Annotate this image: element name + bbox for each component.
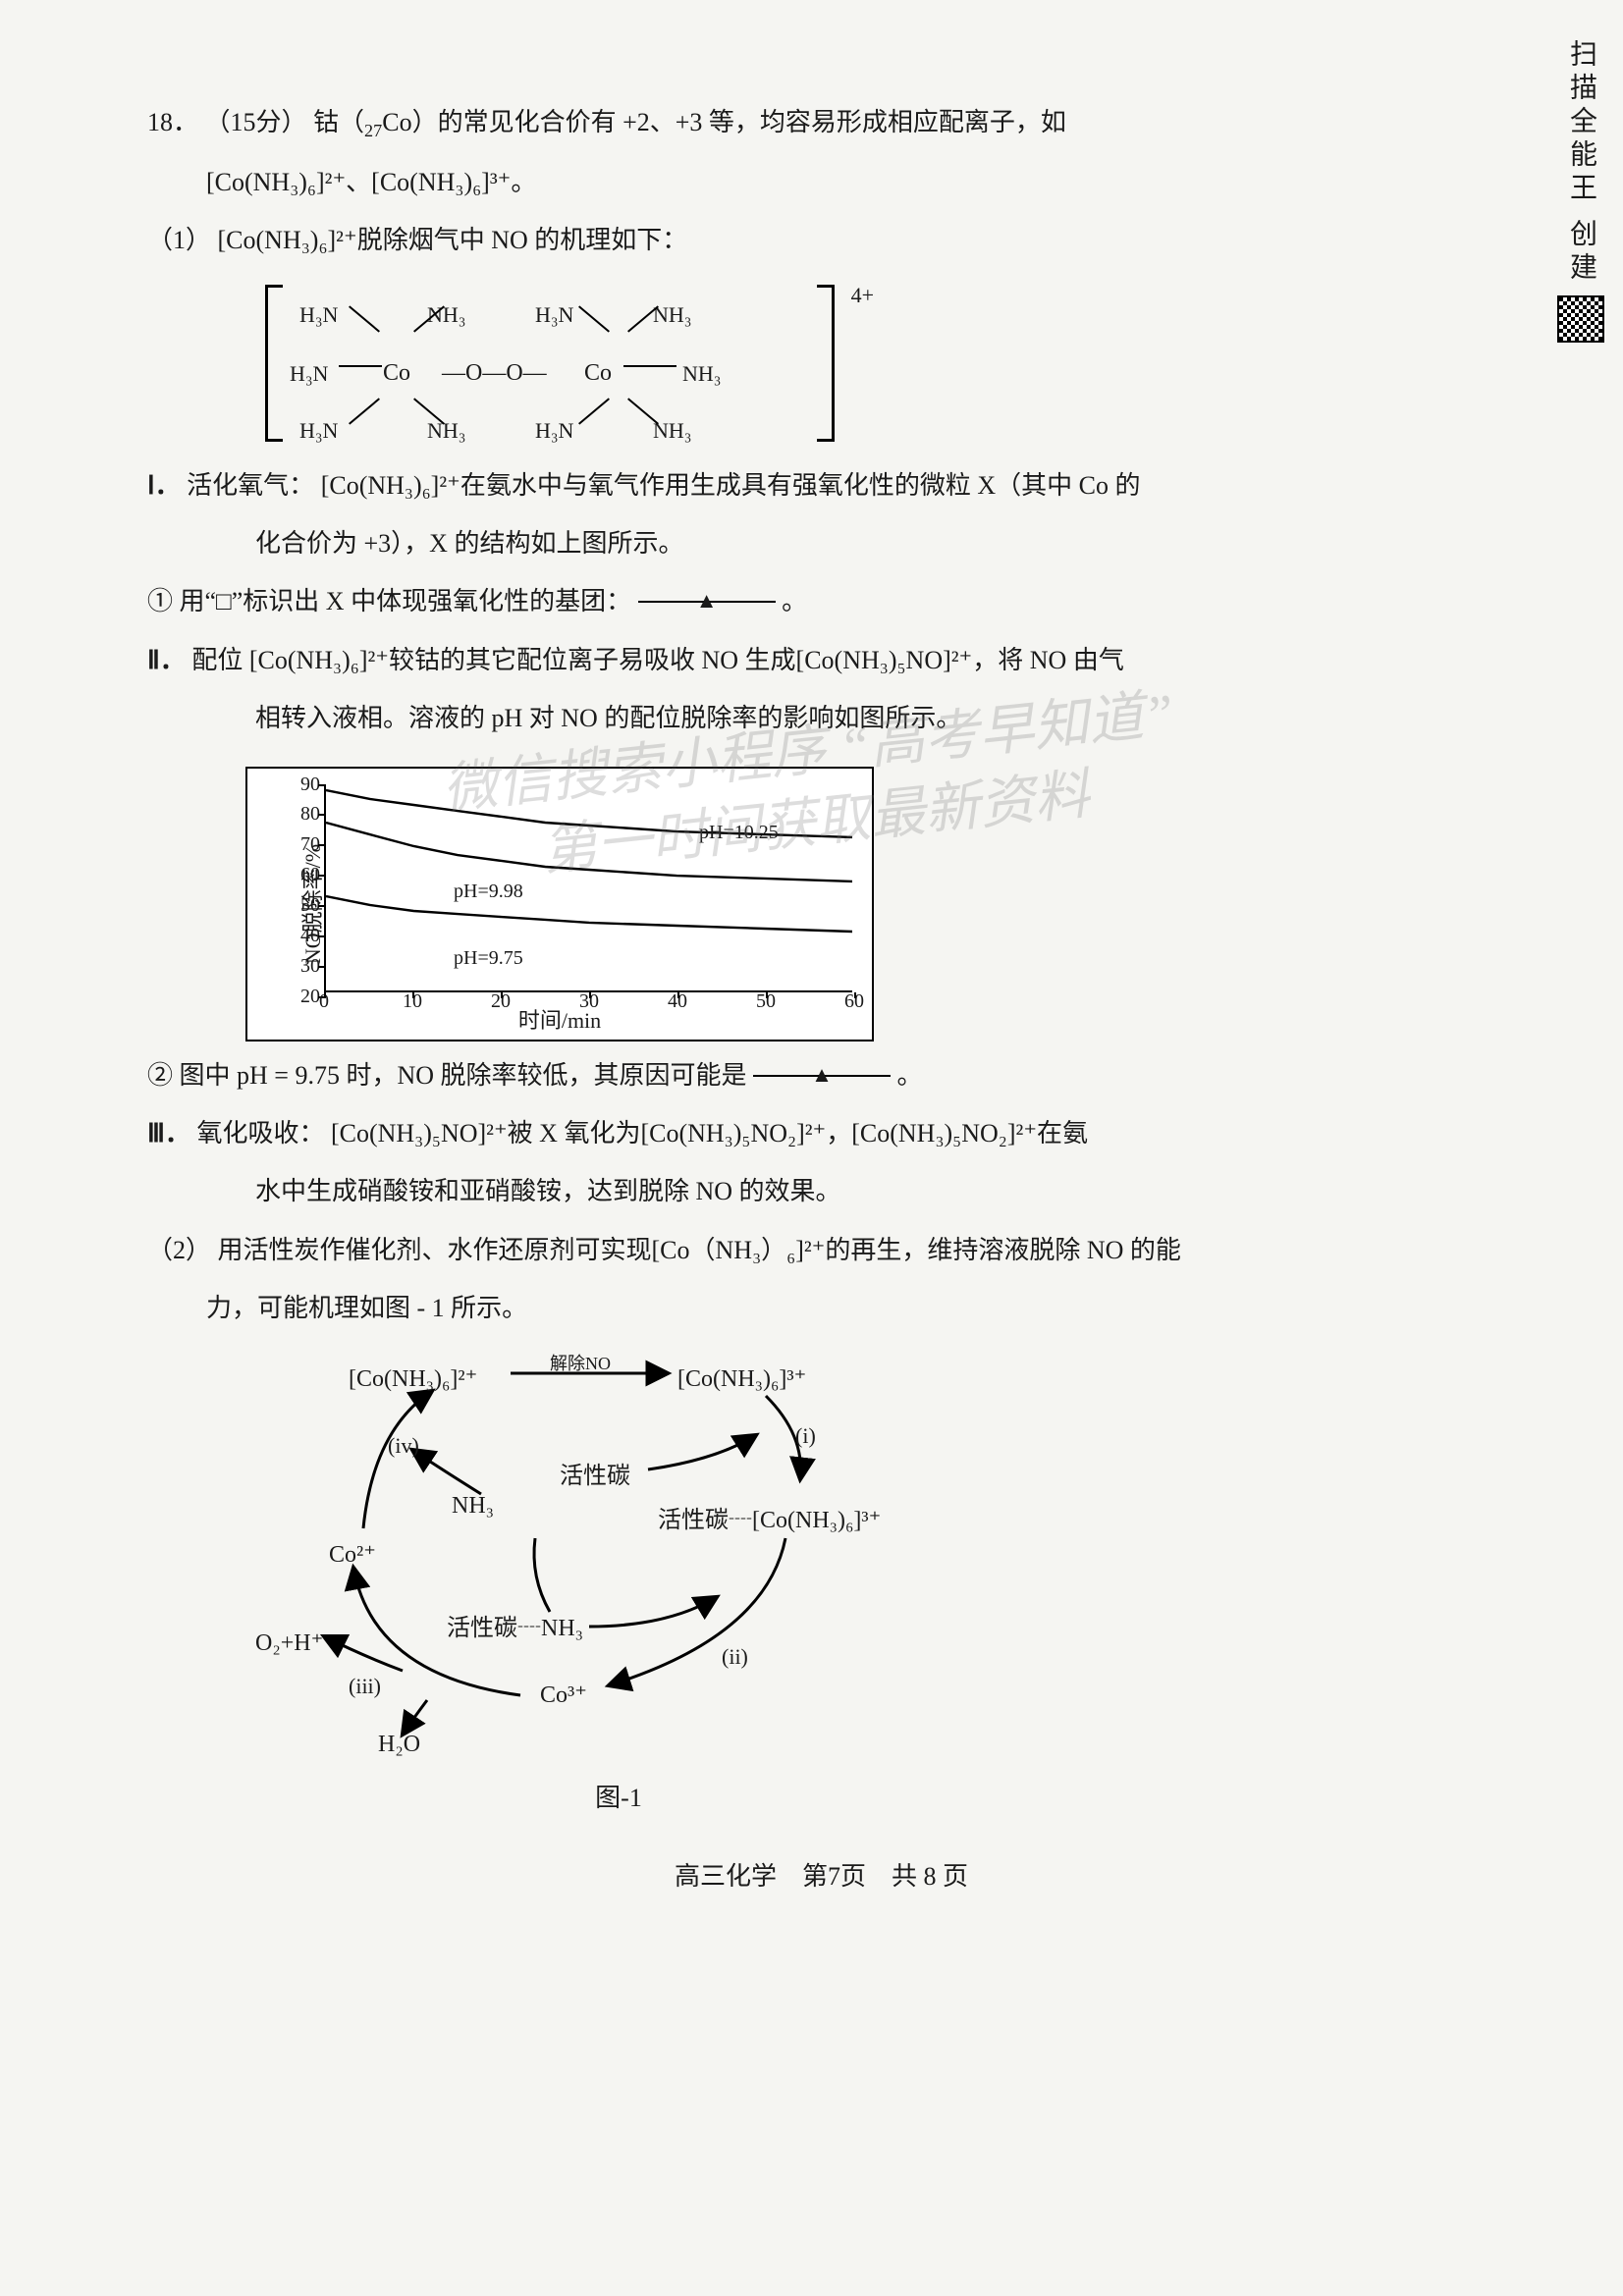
no-removal-chart: NO脱除率/% 时间/min pH=10.25pH=9.98pH=9.75 20… bbox=[245, 767, 874, 1041]
I-title: 活化氧气： bbox=[187, 471, 314, 500]
cycle-node-Cleft: 活性碳 bbox=[560, 1455, 630, 1500]
question-head: 18． （15分） 钴（27Co）的常见化合价有 +2、+3 等，均容易形成相应… bbox=[147, 98, 1495, 148]
xtick: 40 bbox=[668, 983, 687, 1020]
ligand: H₃N bbox=[290, 353, 328, 395]
p1-text: [Co(NH₃)₆]²⁺脱除烟气中 NO 的机理如下： bbox=[218, 226, 688, 254]
p1-label: （1） bbox=[147, 226, 211, 254]
series-label: pH=9.75 bbox=[454, 939, 523, 977]
roman-II: Ⅱ． bbox=[147, 646, 186, 674]
question-number: 18． bbox=[147, 108, 198, 136]
roman-I: Ⅰ． bbox=[147, 471, 181, 500]
answer-blank[interactable]: ▲ bbox=[753, 1051, 891, 1077]
xtick: 0 bbox=[319, 983, 329, 1020]
roman-III: Ⅲ． bbox=[147, 1119, 190, 1148]
xtick: 30 bbox=[579, 983, 599, 1020]
ligand: H₃N bbox=[535, 410, 573, 452]
section-II: Ⅱ． 配位 [Co(NH₃)₆]²⁺较钴的其它配位离子易吸收 NO 生成[Co(… bbox=[147, 636, 1495, 684]
exam-page: 18． （15分） 钴（27Co）的常见化合价有 +2、+3 等，均容易形成相应… bbox=[0, 0, 1623, 1959]
step-i: (i) bbox=[795, 1415, 816, 1457]
intro-a: 钴（ bbox=[313, 108, 364, 136]
mechanism-cycle-figure: [Co(NH₃)₆]²⁺ 解除NO [Co(NH₃)₆]³⁺ 活性碳 活性碳┈[… bbox=[255, 1342, 982, 1764]
ligand: H₃N bbox=[299, 410, 338, 452]
q2-text: 图中 pH = 9.75 时，NO 脱除率较低，其原因可能是 bbox=[180, 1061, 747, 1090]
q2-end: 。 bbox=[897, 1061, 923, 1090]
cycle-node-H: O₂+H⁺ bbox=[255, 1622, 323, 1667]
part1: （1） [Co(NH₃)₆]²⁺脱除烟气中 NO 的机理如下： bbox=[147, 216, 1495, 264]
co-center: Co bbox=[383, 351, 410, 397]
question-points: （15分） bbox=[205, 108, 307, 136]
complex-charge: 4+ bbox=[851, 275, 874, 316]
I-line2: 化合价为 +3），X 的结构如上图所示。 bbox=[147, 519, 1495, 567]
III-title: 氧化吸收： bbox=[196, 1119, 324, 1148]
scan-app-text: 扫描全能王 创建 bbox=[1561, 39, 1600, 286]
ligand: H₃N bbox=[535, 294, 573, 336]
p2-label: （2） bbox=[147, 1236, 211, 1264]
complex-structure-figure: 4+ H₃N NH₃ H₃N H₃N NH₃ Co —O—O— Co H₃N N… bbox=[265, 285, 874, 442]
intro-sub: 27 bbox=[364, 121, 382, 140]
q2-label: ② bbox=[147, 1061, 173, 1090]
step-ii: (ii) bbox=[722, 1636, 748, 1678]
III-line2: 水中生成硝酸铵和亚硝酸铵，达到脱除 NO 的效果。 bbox=[147, 1167, 1495, 1215]
co-center: Co bbox=[584, 351, 612, 397]
sub-q2: ② 图中 pH = 9.75 时，NO 脱除率较低，其原因可能是 ▲ 。 bbox=[147, 1051, 1495, 1099]
II-line1: [Co(NH₃)₆]²⁺较钴的其它配位离子易吸收 NO 生成[Co(NH₃)₅N… bbox=[249, 646, 1124, 674]
sub-q1: ① 用“□”标识出 X 中体现强氧化性的基团： ▲ 。 bbox=[147, 577, 1495, 625]
q1-label: ① bbox=[147, 587, 173, 615]
part2: （2） 用活性炭作催化剂、水作还原剂可实现[Co（NH₃）₆]²⁺的再生，维持溶… bbox=[147, 1226, 1495, 1274]
step-iv: (iv) bbox=[388, 1425, 419, 1467]
scan-app-badge: 扫描全能王 创建 bbox=[1556, 39, 1605, 343]
q1-text: 用“□”标识出 X 中体现强氧化性的基团： bbox=[180, 587, 632, 615]
cycle-node-D: Co³⁺ bbox=[540, 1674, 587, 1719]
ligand: NH₃ bbox=[682, 353, 721, 395]
II-line2: 相转入液相。溶液的 pH 对 NO 的配位脱除率的影响如图所示。 bbox=[147, 694, 1495, 742]
II-title: 配位 bbox=[191, 646, 243, 674]
cycle-node-B: [Co(NH₃)₆]³⁺ bbox=[677, 1358, 806, 1403]
cycle-node-A: [Co(NH₃)₆]²⁺ bbox=[349, 1358, 477, 1403]
section-III: Ⅲ． 氧化吸收： [Co(NH₃)₅NO]²⁺被 X 氧化为[Co(NH₃)₅N… bbox=[147, 1109, 1495, 1157]
ligand: NH₃ bbox=[653, 294, 691, 336]
cycle-node-F: Co²⁺ bbox=[329, 1533, 376, 1578]
series-label: pH=10.25 bbox=[699, 814, 779, 851]
ligand: H₃N bbox=[299, 294, 338, 336]
ytick: 90 bbox=[287, 766, 320, 803]
ligand: NH₃ bbox=[653, 410, 691, 452]
I-line1: [Co(NH₃)₆]²⁺在氨水中与氧气作用生成具有强氧化性的微粒 X（其中 Co… bbox=[321, 471, 1141, 500]
top-arrow-label: 解除NO bbox=[550, 1347, 611, 1380]
p2-line1: 用活性炭作催化剂、水作还原剂可实现[Co（NH₃）₆]²⁺的再生，维持溶液脱除 … bbox=[218, 1236, 1181, 1264]
section-I: Ⅰ． 活化氧气： [Co(NH₃)₆]²⁺在氨水中与氧气作用生成具有强氧化性的微… bbox=[147, 461, 1495, 509]
series-label: pH=9.98 bbox=[454, 873, 523, 910]
step-iii: (iii) bbox=[349, 1666, 381, 1707]
cycle-node-I: H₂O bbox=[378, 1723, 420, 1768]
xtick: 10 bbox=[403, 983, 422, 1020]
intro-b: Co）的常见化合价有 +2、+3 等，均容易形成相应配离子，如 bbox=[382, 108, 1066, 136]
III-line1: [Co(NH₃)₅NO]²⁺被 X 氧化为[Co(NH₃)₅NO₂]²⁺，[Co… bbox=[331, 1119, 1088, 1148]
intro-line2: [Co(NH₃)₆]²⁺、[Co(NH₃)₆]³⁺。 bbox=[147, 158, 1495, 206]
qr-icon bbox=[1557, 295, 1604, 343]
answer-blank[interactable]: ▲ bbox=[638, 577, 776, 603]
p2-line2: 力，可能机理如图 - 1 所示。 bbox=[147, 1284, 1495, 1332]
q1-end: 。 bbox=[782, 587, 807, 615]
xtick: 20 bbox=[491, 983, 511, 1020]
cycle-caption: 图-1 bbox=[255, 1774, 982, 1822]
cycle-node-C: 活性碳┈[Co(NH₃)₆]³⁺ bbox=[658, 1499, 881, 1544]
xtick: 50 bbox=[756, 983, 776, 1020]
page-footer: 高三化学 第7页 共 8 页 bbox=[147, 1852, 1495, 1900]
cycle-node-E: 活性碳┈NH₃ bbox=[447, 1607, 583, 1652]
bracket-right bbox=[817, 285, 835, 442]
bracket-left bbox=[265, 285, 283, 442]
chart-plot-area: pH=10.25 pH=9.98 pH=9.75 bbox=[324, 784, 852, 992]
xtick: 60 bbox=[844, 983, 864, 1020]
cycle-node-G: NH₃ bbox=[452, 1484, 494, 1529]
